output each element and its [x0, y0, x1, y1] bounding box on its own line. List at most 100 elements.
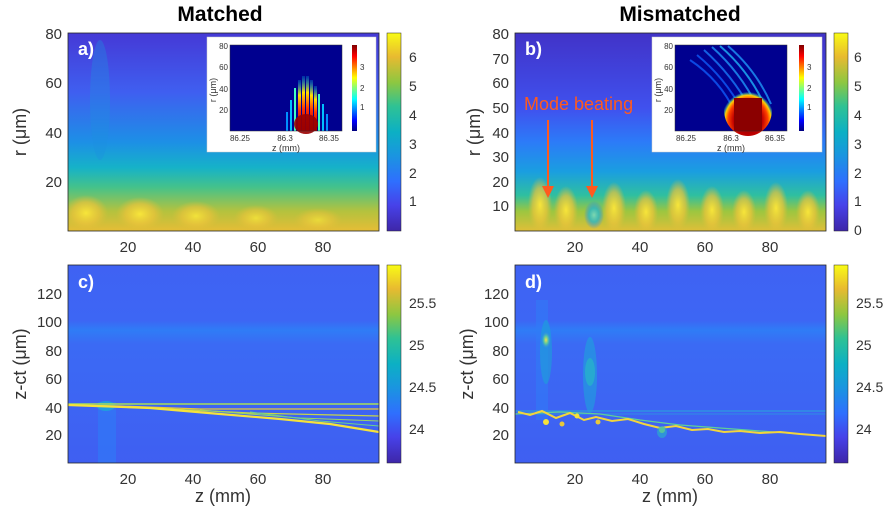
panel-c-yticks: 20 40 60 80 100 120	[37, 286, 62, 444]
inset-b-ytick: 40	[664, 85, 673, 94]
panel-c-xtick: 80	[315, 471, 332, 488]
panel-d-heatmap	[515, 265, 826, 463]
panel-b-xtick: 20	[567, 239, 584, 256]
panel-a-label: a)	[78, 39, 94, 59]
panel-b-cbtick: 4	[854, 107, 862, 123]
panel-a-ylabel: r (μm)	[10, 108, 30, 156]
panel-d-frame	[514, 264, 827, 464]
panel-a-xtick: 20	[120, 239, 137, 256]
panel-c-cbtick: 24	[409, 421, 425, 437]
inset-a-ytick: 80	[219, 42, 228, 51]
panel-c-ytick: 40	[45, 400, 62, 417]
panel-d-xticks: 20 40 60 80	[567, 471, 779, 488]
panel-c-traces	[68, 403, 379, 434]
panel-d-ytick: 20	[492, 427, 509, 444]
panel-c-xtick: 40	[185, 471, 202, 488]
panel-c-cbtick: 25	[409, 337, 425, 353]
panel-d-label: d)	[525, 272, 542, 292]
inset-a-cbtick: 3	[360, 63, 365, 72]
panel-b-inset: 1 2 3 20 40 60 80 86.25 86.3 86.35 z (mm…	[651, 36, 823, 153]
panel-d-yticks: 20 40 60 80 100 120	[484, 286, 509, 444]
panel-b-xtick: 40	[632, 239, 649, 256]
panel-b-cbtick: 0	[854, 222, 862, 238]
panel-a-cbtick: 5	[409, 78, 417, 94]
panel-d-colorbar	[833, 264, 849, 464]
panel-b-cbtick: 5	[854, 78, 862, 94]
panel-b-yticks: 10 20 30 40 50 60 70 80	[492, 26, 509, 215]
panel-d-ylabel: z-ct (μm)	[457, 328, 477, 399]
panel-b-ytick: 20	[492, 174, 509, 191]
panel-d-cbtick: 25	[856, 337, 872, 353]
panel-b-ylabel: r (μm)	[464, 108, 484, 156]
panel-d: d) 20 40 60 80 100 120 20 40 60 80 z-ct …	[457, 264, 883, 506]
inset-b-ytick: 80	[664, 42, 673, 51]
panel-d-ytick: 60	[492, 371, 509, 388]
inset-a-xlabel: z (mm)	[272, 143, 300, 153]
panel-c-ytick: 20	[45, 427, 62, 444]
panel-b-cbtick: 1	[854, 193, 862, 209]
inset-b-ytick: 60	[664, 63, 673, 72]
panel-a-ytick: 60	[45, 75, 62, 92]
panel-a-cbtick: 6	[409, 49, 417, 65]
inset-b-xtick: 86.35	[765, 134, 786, 143]
panel-d-xtick: 60	[697, 471, 714, 488]
inset-a-ylabel: r (μm)	[208, 78, 218, 102]
panel-d-ytick: 40	[492, 400, 509, 417]
panel-b-xtick: 60	[697, 239, 714, 256]
panel-c-xticks: 20 40 60 80	[120, 471, 332, 488]
inset-b-ytick: 20	[664, 106, 673, 115]
panel-d-xtick: 80	[762, 471, 779, 488]
panel-d-cbtick: 24.5	[856, 379, 883, 395]
panel-c-ytick: 60	[45, 371, 62, 388]
panel-a: a) 20 40 60 80 20 40 60 80 r (μm)	[10, 26, 417, 256]
panel-c-cbtick: 25.5	[409, 295, 436, 311]
panel-a-inset: 1 2 3 20 40 60 80 86.25 86.3 86.35 z (mm…	[206, 36, 377, 153]
panel-d-cbticks: 24 24.5 25 25.5	[856, 295, 883, 437]
panel-b-label: b)	[525, 39, 542, 59]
panel-c: c) 20 40 60 80 100 120 20 40 60 80 z-ct …	[10, 264, 436, 506]
panel-a-frame	[67, 32, 380, 232]
panel-d-ytick: 80	[492, 343, 509, 360]
panel-a-xtick: 40	[185, 239, 202, 256]
panel-b-ytick: 70	[492, 51, 509, 68]
panel-c-frame	[67, 264, 380, 464]
panel-b-ytick: 40	[492, 125, 509, 142]
panel-a-ytick: 80	[45, 26, 62, 43]
panel-a-colorbar	[386, 32, 402, 232]
inset-b-colorbar	[799, 45, 804, 131]
panel-c-ytick: 80	[45, 343, 62, 360]
mode-beating-annotation: Mode beating	[524, 94, 633, 114]
panel-b-colorbar	[833, 32, 849, 232]
panel-c-label: c)	[78, 272, 94, 292]
panel-a-cbtick: 2	[409, 165, 417, 181]
panel-a-ytick: 20	[45, 174, 62, 191]
panel-c-ytick: 100	[37, 314, 62, 331]
panel-b-title: Mismatched	[619, 3, 740, 26]
panel-b-cbtick: 3	[854, 136, 862, 152]
panel-b-xticks: 20 40 60 80	[567, 239, 779, 256]
panel-b-cbtick: 6	[854, 49, 862, 65]
inset-b-cbtick: 2	[807, 84, 812, 93]
panel-b-ytick: 30	[492, 149, 509, 166]
panel-a-cbtick: 4	[409, 107, 417, 123]
panel-d-cbtick: 24	[856, 421, 872, 437]
panel-d-cbtick: 25.5	[856, 295, 883, 311]
panel-c-ylabel: z-ct (μm)	[10, 328, 30, 399]
inset-b-cbtick: 3	[807, 63, 812, 72]
panel-b-ytick: 50	[492, 100, 509, 117]
panel-a-xtick: 60	[250, 239, 267, 256]
inset-b-xlabel: z (mm)	[717, 143, 745, 153]
panel-c-colorbar	[386, 264, 402, 464]
panel-c-cbticks: 24 24.5 25 25.5	[409, 295, 436, 437]
inset-a-xtick: 86.35	[319, 134, 340, 143]
panel-d-xlabel: z (mm)	[642, 486, 698, 506]
panel-d-xtick: 40	[632, 471, 649, 488]
panel-c-xtick: 60	[250, 471, 267, 488]
inset-b-ylabel: r (μm)	[653, 78, 663, 102]
panel-b-cbtick: 2	[854, 165, 862, 181]
panel-b-ytick: 60	[492, 75, 509, 92]
panel-d-traces	[515, 409, 826, 438]
panel-a-cbtick: 1	[409, 193, 417, 209]
panel-d-ytick: 100	[484, 314, 509, 331]
